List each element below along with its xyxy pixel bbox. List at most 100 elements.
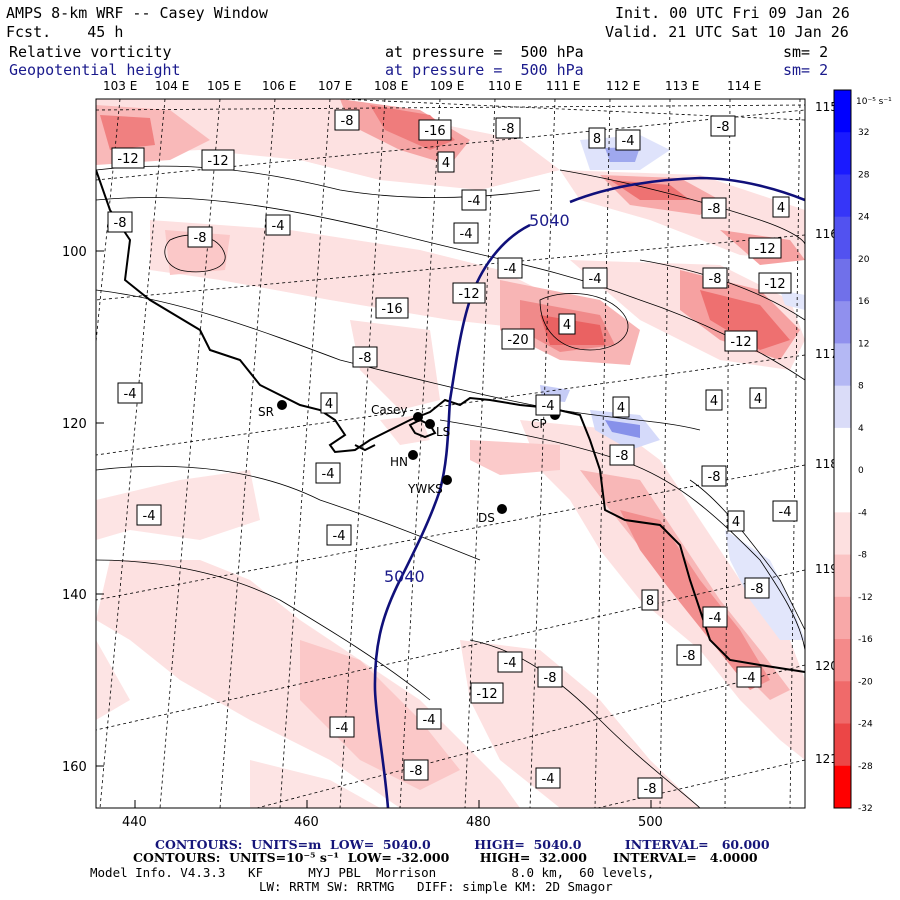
vorticity-label-text: -4 [743, 671, 756, 686]
vorticity-contour-label: -8 [609, 444, 635, 466]
colorbar-label: 20 [858, 255, 870, 265]
vorticity-contour-label: -4 [136, 504, 162, 526]
vorticity-contour-label: -12 [758, 272, 792, 294]
vorticity-contour-label: -4 [615, 129, 641, 151]
station-label: YWKS [407, 482, 443, 496]
vorticity-contour-label: -12 [111, 147, 145, 169]
vorticity-label-text: 4 [325, 397, 333, 412]
vorticity-contour-label: -16 [418, 119, 452, 141]
field2-smoothing: sm= 2 [783, 61, 829, 79]
vorticity-contour-label: -12 [201, 149, 235, 171]
colorbar-unit: 10⁻⁵ s⁻¹ [856, 97, 892, 107]
valid-time: Valid. 21 UTC Sat 10 Jan 26 [605, 23, 849, 41]
footer-model-info: Model Info. V4.3.3 KF MYJ PBL Morrison 8… [90, 865, 655, 880]
vorticity-label-text: -4 [622, 134, 635, 149]
vorticity-label-text: 4 [754, 392, 762, 407]
vorticity-label-text: -16 [424, 124, 445, 139]
footer-physics: LW: RRTM SW: RRTMG DIFF: simple KM: 2D S… [259, 879, 613, 894]
station-dot-sr[interactable] [277, 400, 287, 410]
station-label: SR [258, 405, 274, 419]
vorticity-label-text: -8 [709, 272, 722, 287]
vorticity-contour-label: -4 [315, 462, 341, 484]
vorticity-contour-label: -4 [497, 651, 523, 673]
vorticity-label-text: -8 [708, 202, 721, 217]
vorticity-contour-label: 4 [772, 196, 790, 218]
colorbar-cell [834, 343, 851, 387]
vorticity-contour-label: -8 [701, 465, 727, 487]
station-dot-ds[interactable] [497, 504, 507, 514]
colorbar-cell [834, 596, 851, 640]
height-contour-labels: 5040 5040 [384, 211, 570, 586]
colorbar-label: -4 [858, 508, 867, 518]
vorticity-label-text: -12 [207, 154, 228, 169]
colorbar-cell [834, 385, 851, 429]
field2-level: at pressure = 500 hPa [385, 61, 584, 79]
vorticity-label-text: -4 [272, 219, 285, 234]
vorticity-label-text: -8 [544, 671, 557, 686]
vorticity-contour-label: -8 [352, 346, 378, 368]
vorticity-label-text: 8 [593, 132, 601, 147]
vorticity-label-text: -8 [341, 114, 354, 129]
vorticity-contour-label: -8 [107, 211, 133, 233]
vorticity-label-text: 4 [732, 515, 740, 530]
lon-label: 113 E [665, 79, 699, 93]
colorbar-label: -8 [858, 551, 867, 561]
vorticity-contour-label: -4 [736, 666, 762, 688]
model-title: AMPS 8-km WRF -- Casey Window [6, 4, 268, 22]
colorbar-label: 8 [858, 382, 864, 392]
footer-height-contours: CONTOURS: UNITS=m LOW= 5040.0 HIGH= 5040… [155, 837, 770, 852]
y-tick: 100 [62, 245, 87, 260]
station-dot-casey[interactable] [413, 412, 423, 422]
lon-label: 114 E [727, 79, 761, 93]
colorbar-label: -28 [858, 762, 873, 772]
x-tick: 440 [122, 815, 147, 830]
vorticity-label-text: -4 [542, 772, 555, 787]
station-label: LS [436, 425, 450, 439]
vorticity-contour-label: -4 [461, 189, 487, 211]
vorticity-contour-label: -4 [416, 708, 442, 730]
footer-vorticity-contours: CONTOURS: UNITS=10⁻⁵ s⁻¹ LOW= -32.000 HI… [133, 850, 758, 865]
vorticity-label-text: -8 [708, 470, 721, 485]
vorticity-label-text: -8 [410, 764, 423, 779]
station-dot-ls[interactable] [425, 419, 435, 429]
station-dot-hn[interactable] [408, 450, 418, 460]
colorbar-cell [834, 554, 851, 598]
field1-level: at pressure = 500 hPa [385, 43, 584, 61]
vorticity-contour-label: 4 [558, 313, 576, 335]
vorticity-contour-label: -8 [495, 117, 521, 139]
y-axis-labels: 100 120 140 160 [62, 245, 87, 775]
vorticity-contour-label: -4 [117, 382, 143, 404]
vorticity-contour-label: -4 [265, 214, 291, 236]
vorticity-label-text: -4 [779, 505, 792, 520]
lon-label: 104 E [155, 79, 189, 93]
colorbar-label: 32 [858, 128, 869, 138]
vorticity-label-text: -8 [194, 231, 207, 246]
lon-label: 105 E [207, 79, 241, 93]
vorticity-label-text: -4 [542, 399, 555, 414]
station-dot-ywks[interactable] [442, 475, 452, 485]
vorticity-label-layer: -16 -8 -8 -12 -12 4 8 -4 -8 -4 -4 -4 -8 -4 -12 -8 -8 -12 -… [107, 109, 798, 799]
vorticity-label-text: -4 [143, 509, 156, 524]
vorticity-label-text: -12 [476, 687, 497, 702]
vorticity-contour-label: 4 [705, 389, 723, 411]
colorbar-cell [834, 90, 851, 133]
vorticity-label-text: -4 [504, 262, 517, 277]
colorbar-cell [834, 765, 851, 809]
vorticity-contour-label: -8 [403, 759, 429, 781]
colorbar-cell [834, 427, 851, 471]
vorticity-map: -16 -8 -8 -12 -12 4 8 -4 -8 -4 -4 -4 -8 -4 -12 -8 -8 -12 -… [62, 79, 892, 830]
vorticity-contour-label: -4 [326, 524, 352, 546]
vorticity-label-text: -4 [423, 713, 436, 728]
vorticity-label-text: -4 [709, 611, 722, 626]
colorbar: 10⁻⁵ s⁻¹ 32 28 24 20 16 12 8 4 0 -4 -8 -12 -16 -20 -24… [833, 89, 892, 814]
vorticity-contour-label: -4 [772, 500, 798, 522]
vorticity-label-text: 8 [646, 594, 654, 609]
colorbar-label: 24 [858, 213, 870, 223]
vorticity-label-text: -8 [751, 582, 764, 597]
plot-frame [95, 98, 806, 809]
y-tick: 160 [62, 760, 87, 775]
vorticity-label-text: -20 [507, 333, 528, 348]
vorticity-label-text: -8 [644, 782, 657, 797]
colorbar-cell [834, 216, 851, 260]
vorticity-contour-label: 8 [588, 127, 606, 149]
